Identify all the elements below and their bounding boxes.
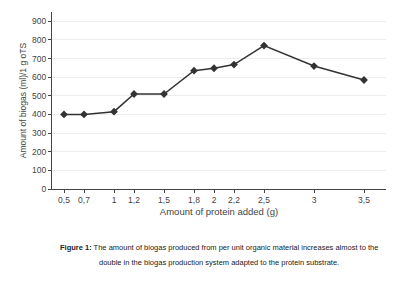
- svg-text:2,2: 2,2: [228, 195, 240, 205]
- svg-text:Figure 1: The amount of biogas: Figure 1: The amount of biogas produced …: [60, 243, 378, 252]
- svg-text:100: 100: [32, 165, 46, 175]
- svg-text:Amount of protein added (g): Amount of protein added (g): [160, 206, 278, 217]
- svg-text:3: 3: [312, 195, 317, 205]
- svg-text:900: 900: [32, 16, 46, 26]
- svg-text:700: 700: [32, 54, 46, 64]
- svg-text:0: 0: [42, 184, 47, 194]
- svg-text:2,5: 2,5: [258, 195, 270, 205]
- svg-text:1: 1: [112, 195, 117, 205]
- svg-text:0,7: 0,7: [78, 195, 90, 205]
- svg-text:1,2: 1,2: [128, 195, 140, 205]
- svg-text:800: 800: [32, 35, 46, 45]
- svg-text:1,5: 1,5: [158, 195, 170, 205]
- svg-text:300: 300: [32, 128, 46, 138]
- svg-text:3,5: 3,5: [358, 195, 370, 205]
- svg-text:2: 2: [212, 195, 217, 205]
- svg-text:Amount of biogas (ml)/1 g oTS: Amount of biogas (ml)/1 g oTS: [18, 43, 28, 159]
- svg-text:600: 600: [32, 72, 46, 82]
- svg-text:1,8: 1,8: [188, 195, 200, 205]
- svg-text:double in the biogas productio: double in the biogas production system a…: [99, 258, 339, 267]
- svg-text:500: 500: [32, 91, 46, 101]
- svg-text:0,5: 0,5: [58, 195, 70, 205]
- svg-text:200: 200: [32, 147, 46, 157]
- svg-text:400: 400: [32, 109, 46, 119]
